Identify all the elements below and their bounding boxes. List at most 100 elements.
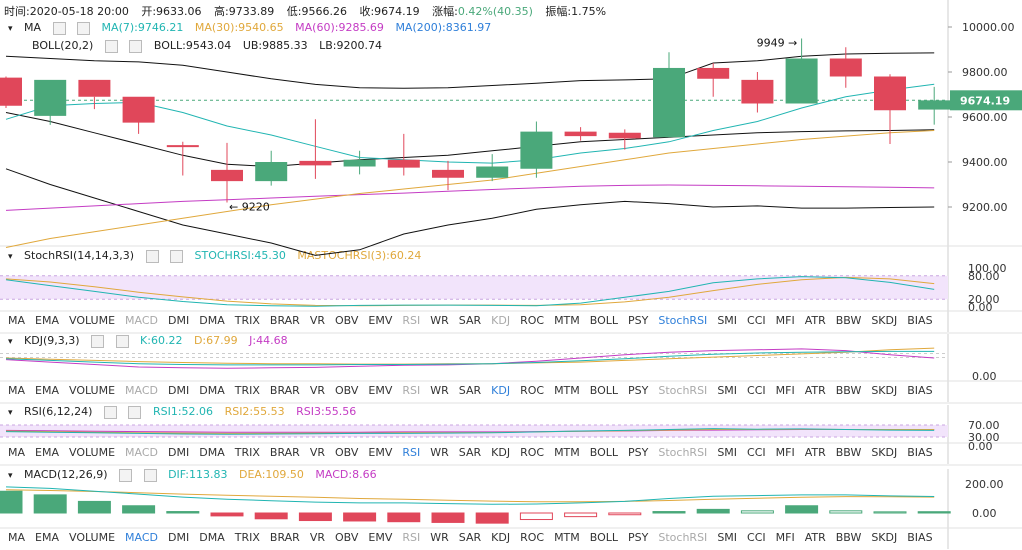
indicator-tab-obv[interactable]: OBV (335, 531, 359, 544)
indicator-tab-boll[interactable]: BOLL (589, 446, 619, 459)
indicator-tab-mfi[interactable]: MFI (775, 446, 795, 459)
indicator-tab-bbw[interactable]: BBW (835, 531, 862, 544)
indicator-tab-volume[interactable]: VOLUME (68, 384, 116, 397)
indicator-tab-psy[interactable]: PSY (628, 384, 649, 397)
indicator-tab-boll[interactable]: BOLL (589, 384, 619, 397)
indicator-tab-dmi[interactable]: DMI (168, 531, 190, 544)
indicator-tab-rsi[interactable]: RSI (402, 446, 421, 459)
indicator-tab-mfi[interactable]: MFI (775, 314, 795, 327)
macd-collapse-icon[interactable]: ▾ (8, 471, 13, 481)
indicator-tab-skdj[interactable]: SKDJ (871, 384, 898, 397)
indicator-tab-dmi[interactable]: DMI (168, 446, 190, 459)
indicator-tab-dma[interactable]: DMA (199, 531, 225, 544)
indicator-tab-brar[interactable]: BRAR (269, 531, 300, 544)
indicator-tab-roc[interactable]: ROC (520, 531, 545, 544)
indicator-tab-kdj[interactable]: KDJ (491, 531, 511, 544)
indicator-tab-volume[interactable]: VOLUME (68, 314, 116, 327)
rsi-settings-icon[interactable] (103, 405, 117, 419)
indicator-tab-ma[interactable]: MA (8, 531, 26, 544)
indicator-tab-ema[interactable]: EMA (35, 384, 59, 397)
indicator-tab-trix[interactable]: TRIX (234, 384, 260, 397)
indicator-tab-bias[interactable]: BIAS (907, 314, 933, 327)
indicator-tab-emv[interactable]: EMV (368, 384, 393, 397)
indicator-tab-cci[interactable]: CCI (747, 384, 766, 397)
indicator-tab-kdj[interactable]: KDJ (491, 384, 511, 397)
indicator-tab-sar[interactable]: SAR (458, 531, 482, 544)
indicator-tab-roc[interactable]: ROC (520, 446, 545, 459)
indicator-tab-mfi[interactable]: MFI (775, 531, 795, 544)
indicator-tab-roc[interactable]: ROC (520, 314, 545, 327)
indicator-tab-volume[interactable]: VOLUME (68, 446, 116, 459)
indicator-tab-bias[interactable]: BIAS (907, 446, 933, 459)
indicator-tab-rsi[interactable]: RSI (402, 384, 421, 397)
boll-close-icon[interactable] (129, 39, 143, 53)
indicator-tab-bias[interactable]: BIAS (907, 531, 933, 544)
indicator-tab-boll[interactable]: BOLL (589, 314, 619, 327)
indicator-tab-dmi[interactable]: DMI (168, 314, 190, 327)
indicator-tab-dma[interactable]: DMA (199, 384, 225, 397)
indicator-tab-brar[interactable]: BRAR (269, 384, 300, 397)
indicator-tab-wr[interactable]: WR (430, 384, 449, 397)
macd-settings-icon[interactable] (119, 468, 133, 482)
indicator-tab-skdj[interactable]: SKDJ (871, 446, 898, 459)
indicator-tab-atr[interactable]: ATR (804, 384, 826, 397)
indicator-tab-atr[interactable]: ATR (804, 446, 826, 459)
indicator-tab-kdj[interactable]: KDJ (491, 314, 511, 327)
indicator-tab-skdj[interactable]: SKDJ (871, 314, 898, 327)
indicator-tab-trix[interactable]: TRIX (234, 314, 260, 327)
indicator-tab-vr[interactable]: VR (309, 446, 325, 459)
indicator-tab-mtm[interactable]: MTM (554, 531, 580, 544)
indicator-tab-rsi[interactable]: RSI (402, 531, 421, 544)
indicator-tab-obv[interactable]: OBV (335, 314, 359, 327)
indicator-tab-wr[interactable]: WR (430, 531, 449, 544)
indicator-tab-smi[interactable]: SMI (717, 314, 738, 327)
indicator-tab-ma[interactable]: MA (8, 314, 26, 327)
stochrsi-close-icon[interactable] (170, 249, 184, 263)
indicator-tab-brar[interactable]: BRAR (269, 314, 300, 327)
indicator-tab-bbw[interactable]: BBW (835, 384, 862, 397)
indicator-tab-emv[interactable]: EMV (368, 446, 393, 459)
kdj-settings-icon[interactable] (91, 334, 105, 348)
indicator-tab-ema[interactable]: EMA (35, 531, 59, 544)
macd-close-icon[interactable] (143, 468, 157, 482)
indicator-tab-mtm[interactable]: MTM (554, 384, 580, 397)
indicator-tab-macd[interactable]: MACD (125, 531, 159, 544)
rsi-collapse-icon[interactable]: ▾ (8, 408, 13, 418)
indicator-tab-macd[interactable]: MACD (125, 314, 159, 327)
indicator-tab-mtm[interactable]: MTM (554, 446, 580, 459)
boll-settings-icon[interactable] (104, 39, 118, 53)
indicator-tab-stochrsi[interactable]: StochRSI (658, 314, 708, 327)
indicator-tab-psy[interactable]: PSY (628, 531, 649, 544)
indicator-tab-kdj[interactable]: KDJ (491, 446, 511, 459)
indicator-tab-ma[interactable]: MA (8, 446, 26, 459)
indicator-tab-bias[interactable]: BIAS (907, 384, 933, 397)
indicator-tab-trix[interactable]: TRIX (234, 531, 260, 544)
indicator-tab-trix[interactable]: TRIX (234, 446, 260, 459)
indicator-tab-obv[interactable]: OBV (335, 446, 359, 459)
indicator-tab-wr[interactable]: WR (430, 446, 449, 459)
stochrsi-settings-icon[interactable] (145, 249, 159, 263)
indicator-tab-cci[interactable]: CCI (747, 446, 766, 459)
indicator-tab-smi[interactable]: SMI (717, 384, 738, 397)
indicator-tab-bbw[interactable]: BBW (835, 314, 862, 327)
indicator-tab-mfi[interactable]: MFI (775, 384, 795, 397)
indicator-tab-obv[interactable]: OBV (335, 384, 359, 397)
indicator-tab-smi[interactable]: SMI (717, 446, 738, 459)
indicator-tab-sar[interactable]: SAR (458, 384, 482, 397)
collapse-toggle-icon[interactable]: ▾ (8, 24, 13, 34)
indicator-tab-brar[interactable]: BRAR (269, 446, 300, 459)
kdj-collapse-icon[interactable]: ▾ (8, 337, 13, 347)
ma-settings-icon[interactable] (52, 21, 66, 35)
stochrsi-collapse-icon[interactable]: ▾ (8, 252, 13, 262)
kdj-close-icon[interactable] (115, 334, 129, 348)
indicator-tab-dma[interactable]: DMA (199, 314, 225, 327)
indicator-tab-vr[interactable]: VR (309, 531, 325, 544)
indicator-tab-macd[interactable]: MACD (125, 446, 159, 459)
indicator-tab-boll[interactable]: BOLL (589, 531, 619, 544)
indicator-tab-roc[interactable]: ROC (520, 384, 545, 397)
ma-close-icon[interactable] (77, 21, 91, 35)
indicator-tab-volume[interactable]: VOLUME (68, 531, 116, 544)
indicator-tab-emv[interactable]: EMV (368, 531, 393, 544)
indicator-tab-smi[interactable]: SMI (717, 531, 738, 544)
indicator-tab-dma[interactable]: DMA (199, 446, 225, 459)
